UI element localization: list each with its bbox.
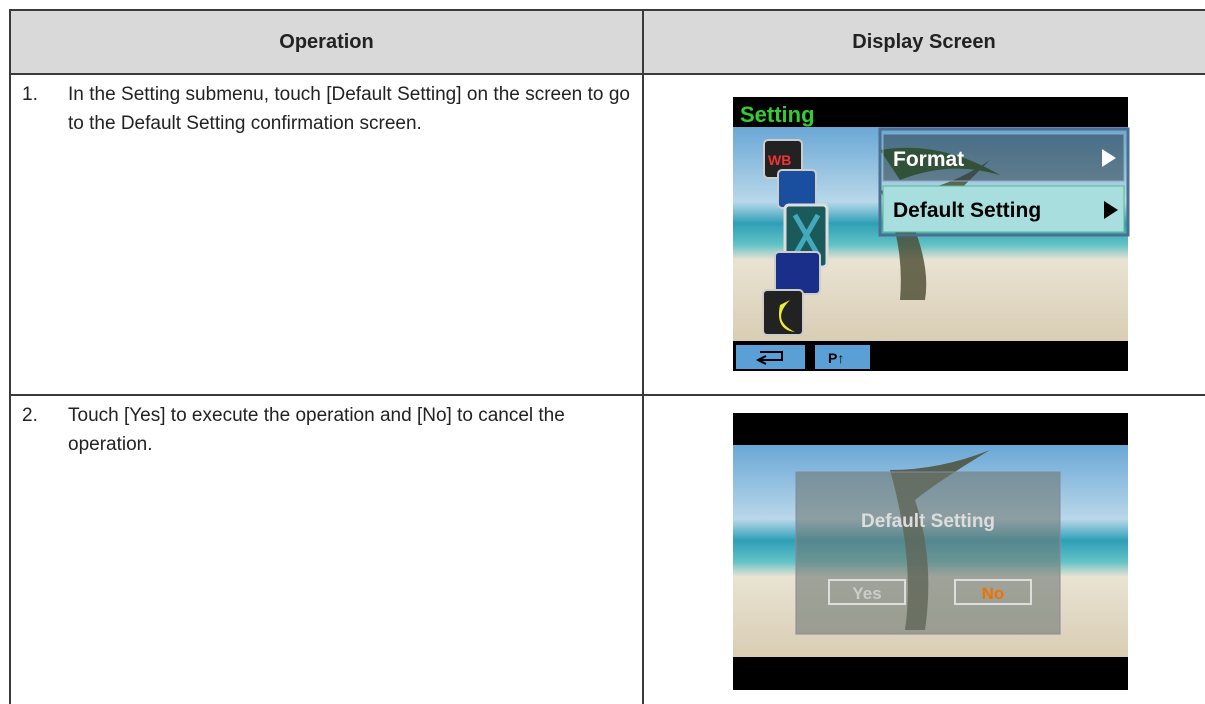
dialog-button: Yes <box>852 584 881 603</box>
step-text: Touch [Yes] to execute the operation and… <box>68 405 565 455</box>
menu-item: Default Setting <box>893 199 1041 222</box>
button-label: P↑ <box>828 350 844 366</box>
border <box>10 73 1205 75</box>
screen-2: Default Setting Yes No <box>733 413 1128 690</box>
header-cell: Operation <box>10 10 643 74</box>
screen-title: Setting <box>740 102 815 127</box>
header-text: Display Screen <box>852 30 996 53</box>
border <box>9 9 11 704</box>
screen-1: Setting WB Format Default Setting P↑ <box>733 97 1130 371</box>
border <box>10 9 1205 11</box>
border <box>642 9 644 704</box>
border <box>10 394 1205 396</box>
header-text: Operation <box>279 30 374 53</box>
icons: WB <box>762 139 829 336</box>
dialog-button: No <box>982 584 1005 603</box>
step-text: In the Setting submenu, touch [Default S… <box>68 84 630 134</box>
icon-label: WB <box>768 152 791 168</box>
header-cell: Display Screen <box>643 10 1205 74</box>
menu-item: Format <box>893 148 964 171</box>
dialog-title: Default Setting <box>861 511 995 532</box>
step-number: 1. <box>22 84 38 105</box>
step-number: 2. <box>22 405 38 426</box>
